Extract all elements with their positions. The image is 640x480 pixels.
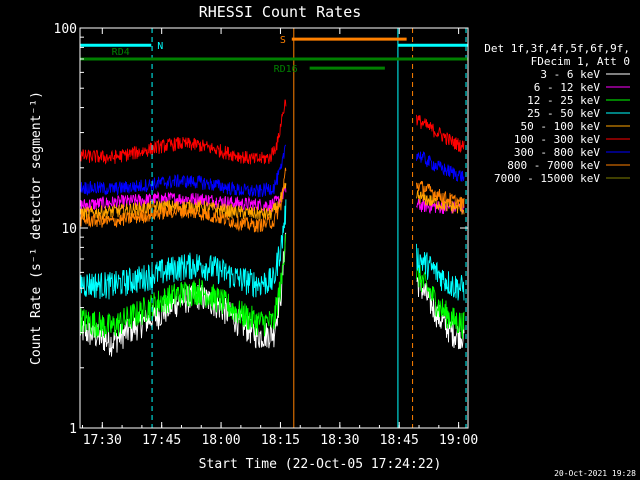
x-tick-label-1: 17:45 xyxy=(142,433,181,448)
annotation-label-2: S xyxy=(280,35,286,46)
x-tick-label-3: 18:15 xyxy=(261,433,300,448)
series-line-2-after xyxy=(416,264,465,339)
series-line-5-before xyxy=(80,99,287,165)
x-tick-label-0: 17:30 xyxy=(83,433,122,448)
series-line-7-before xyxy=(80,167,287,233)
series-line-2-before xyxy=(80,234,286,339)
x-tick-label-5: 18:45 xyxy=(380,433,419,448)
series-line-4-before xyxy=(80,182,287,221)
legend-label-3: 25 - 50 keV xyxy=(527,107,600,120)
legend-label-1: 6 - 12 keV xyxy=(534,81,601,94)
x-tick-label-2: 18:00 xyxy=(201,433,240,448)
annotation-layer: N S RD4 RD16 xyxy=(80,35,468,75)
x-tick-label-4: 18:30 xyxy=(320,433,359,448)
y-tick-label-1: 10 xyxy=(61,222,77,237)
x-tick-label-6: 19:00 xyxy=(439,433,478,448)
chart-title: RHESSI Count Rates xyxy=(199,3,362,21)
series-line-6-after xyxy=(416,151,465,182)
y-tick-label-2: 100 xyxy=(54,22,77,37)
legend-header-1: FDecim 1, Att 0 xyxy=(531,55,630,68)
legend-label-5: 100 - 300 keV xyxy=(514,133,600,146)
series-line-3-after xyxy=(416,243,465,301)
legend-header-0: Det 1f,3f,4f,5f,6f,9f, xyxy=(484,42,630,55)
legend-label-7: 800 - 7000 keV xyxy=(507,159,600,172)
legend-label-8: 7000 - 15000 keV xyxy=(494,172,600,185)
annotation-label-3: RD4 xyxy=(112,47,130,58)
legend-label-6: 300 - 800 keV xyxy=(514,146,600,159)
legend-label-0: 3 - 6 keV xyxy=(540,68,600,81)
y-axis-label: Count Rate (s⁻¹ detector segment⁻¹) xyxy=(29,91,44,365)
axis-ticks: 17:30 17:45 18:00 18:15 18:30 18:45 19:00 1 10 10… xyxy=(54,22,479,448)
x-axis-label: Start Time (22-Oct-05 17:24:22) xyxy=(199,457,442,472)
series-layer xyxy=(80,99,465,357)
series-line-7-after xyxy=(416,180,465,210)
series-line-1-before xyxy=(80,184,287,213)
series-line-3-before xyxy=(80,199,287,300)
series-line-6-before xyxy=(80,144,287,198)
y-tick-label-0: 1 xyxy=(69,422,77,437)
footer-date: 20-Oct-2021 19:28 xyxy=(554,469,636,478)
plot-area: N S RD4 RD16 xyxy=(80,28,468,428)
annotation-label-4: RD16 xyxy=(274,64,298,75)
series-line-5-after xyxy=(416,114,465,154)
annotation-label-0: N xyxy=(157,41,163,52)
legend: Det 1f,3f,4f,5f,6f,9f,FDecim 1, Att 03 -… xyxy=(484,42,630,185)
legend-label-4: 50 - 100 keV xyxy=(521,120,601,133)
series-line-0-after xyxy=(416,274,465,350)
legend-label-2: 12 - 25 keV xyxy=(527,94,600,107)
